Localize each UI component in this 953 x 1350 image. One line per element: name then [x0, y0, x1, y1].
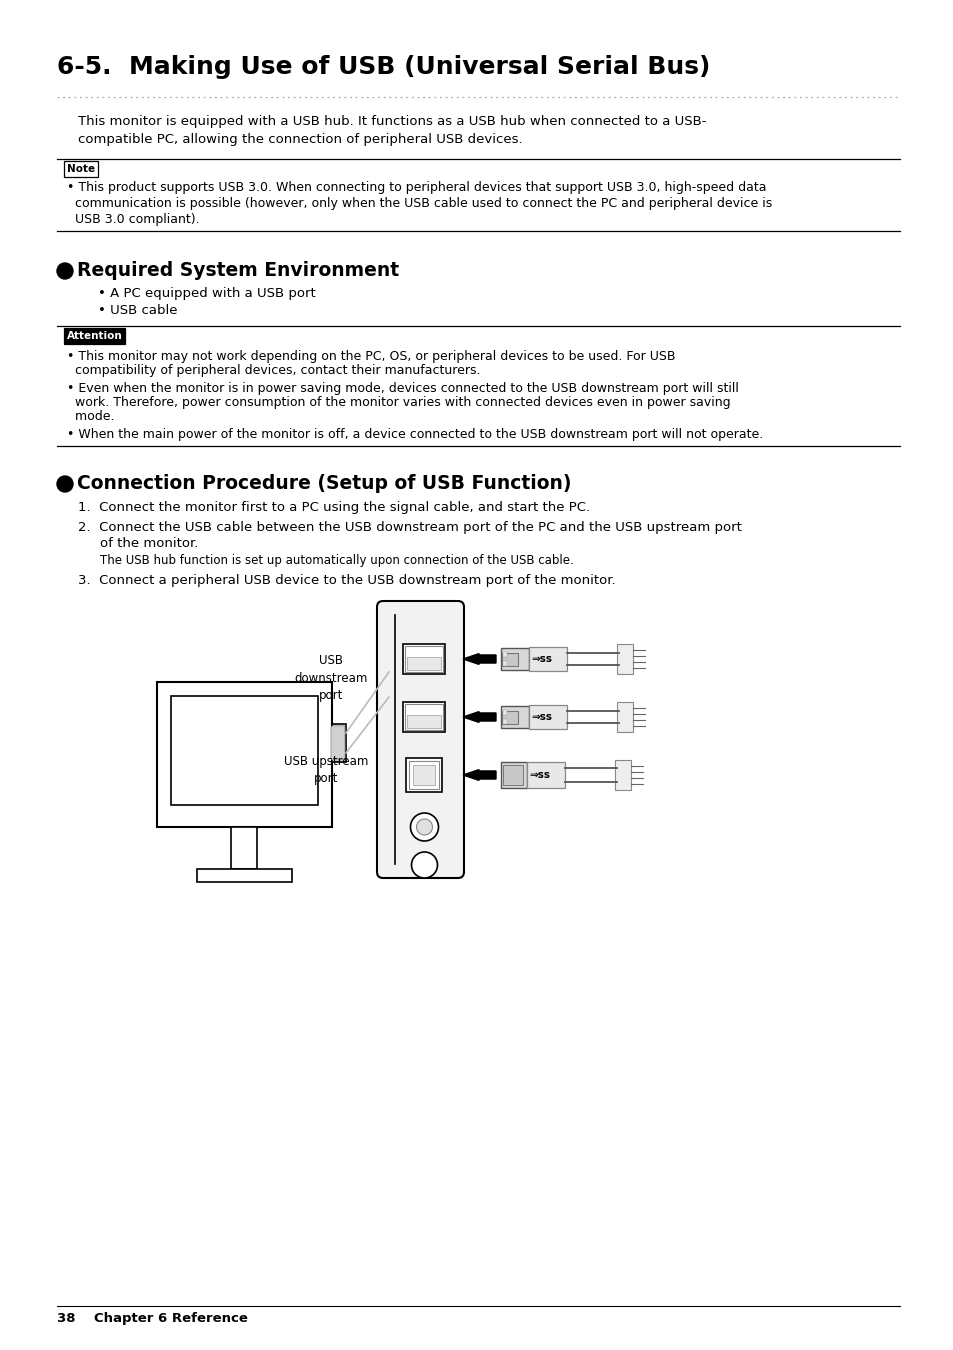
Bar	[617, 644, 633, 674]
Text: • This product supports USB 3.0. When connecting to peripheral devices that supp: • This product supports USB 3.0. When co…	[67, 181, 765, 194]
Bar	[502, 765, 522, 784]
Text: ⇒ss: ⇒ss	[531, 711, 552, 722]
Bar	[405, 647, 443, 672]
Text: • When the main power of the monitor is off, a device connected to the USB downs: • When the main power of the monitor is …	[67, 428, 762, 441]
Text: work. Therefore, power consumption of the monitor varies with connected devices : work. Therefore, power consumption of th…	[67, 396, 730, 409]
Text: 2.  Connect the USB cable between the USB downstream port of the PC and the USB : 2. Connect the USB cable between the USB…	[78, 521, 741, 535]
Text: ⇒ss: ⇒ss	[529, 769, 550, 780]
Bar	[409, 761, 439, 788]
Bar	[502, 662, 506, 666]
Bar	[502, 652, 506, 657]
Text: USB
downstream
port: USB downstream port	[294, 655, 368, 702]
Circle shape	[57, 477, 73, 491]
Bar	[332, 724, 346, 761]
Text: 3.  Connect a peripheral USB device to the USB downstream port of the monitor.: 3. Connect a peripheral USB device to th…	[78, 574, 615, 587]
Circle shape	[57, 263, 73, 279]
Polygon shape	[462, 711, 496, 722]
Text: Required System Environment: Required System Environment	[77, 261, 398, 279]
Text: 1.  Connect the monitor first to a PC using the signal cable, and start the PC.: 1. Connect the monitor first to a PC usi…	[78, 501, 590, 514]
Text: This monitor is equipped with a USB hub. It functions as a USB hub when connecte: This monitor is equipped with a USB hub.…	[78, 115, 706, 128]
Bar	[196, 869, 292, 882]
Bar	[413, 765, 435, 784]
Text: mode.: mode.	[67, 410, 114, 423]
Text: Note: Note	[67, 163, 95, 174]
Bar	[501, 710, 517, 724]
Circle shape	[410, 813, 438, 841]
Bar	[171, 697, 317, 805]
Circle shape	[411, 852, 437, 878]
Text: compatibility of peripheral devices, contact their manufacturers.: compatibility of peripheral devices, con…	[67, 364, 480, 377]
Bar	[403, 644, 445, 674]
Bar	[232, 828, 257, 869]
Bar	[529, 647, 566, 671]
Bar	[403, 702, 445, 732]
Text: communication is possible (however, only when the USB cable used to connect the : communication is possible (however, only…	[67, 197, 771, 211]
Bar	[502, 710, 506, 716]
Polygon shape	[462, 769, 496, 780]
Bar	[407, 714, 441, 728]
Bar	[405, 703, 443, 730]
Text: The USB hub function is set up automatically upon connection of the USB cable.: The USB hub function is set up automatic…	[100, 554, 573, 567]
Text: • This monitor may not work depending on the PC, OS, or peripheral devices to be: • This monitor may not work depending on…	[67, 350, 675, 363]
Text: • A PC equipped with a USB port: • A PC equipped with a USB port	[98, 288, 315, 300]
Text: ⇒ss: ⇒ss	[531, 653, 552, 664]
Text: • Even when the monitor is in power saving mode, devices connected to the USB do: • Even when the monitor is in power savi…	[67, 382, 739, 396]
Text: of the monitor.: of the monitor.	[100, 537, 198, 549]
Bar	[406, 757, 442, 792]
Text: USB 3.0 compliant).: USB 3.0 compliant).	[67, 213, 199, 225]
Bar	[502, 720, 506, 724]
Text: Connection Procedure (Setup of USB Function): Connection Procedure (Setup of USB Funct…	[77, 474, 571, 493]
Bar	[617, 702, 633, 732]
Bar	[615, 760, 630, 790]
Text: 38    Chapter 6 Reference: 38 Chapter 6 Reference	[57, 1312, 248, 1324]
Text: compatible PC, allowing the connection of peripheral USB devices.: compatible PC, allowing the connection o…	[78, 134, 522, 146]
Text: USB upstream
port: USB upstream port	[283, 755, 368, 784]
Bar	[500, 761, 526, 788]
Bar	[407, 656, 441, 670]
Bar	[157, 682, 332, 828]
FancyBboxPatch shape	[331, 726, 345, 760]
Text: 6-5.  Making Use of USB (Universal Serial Bus): 6-5. Making Use of USB (Universal Serial…	[57, 55, 710, 80]
Bar	[529, 705, 566, 729]
Bar	[500, 706, 529, 728]
Text: Attention: Attention	[67, 331, 123, 342]
FancyBboxPatch shape	[376, 601, 463, 878]
Circle shape	[416, 819, 432, 836]
Polygon shape	[462, 653, 496, 664]
Bar	[501, 652, 517, 666]
Text: • USB cable: • USB cable	[98, 304, 177, 317]
Bar	[526, 761, 564, 788]
Bar	[500, 648, 529, 670]
